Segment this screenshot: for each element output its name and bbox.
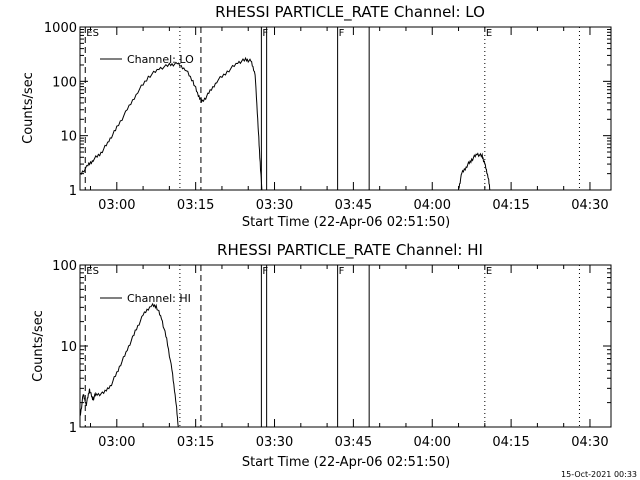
- event-marker-label: E: [486, 28, 492, 39]
- x-axis-label: Start Time (22-Apr-06 02:51:50): [242, 455, 450, 470]
- x-tick-label: 03:15: [177, 435, 214, 450]
- event-markers: ES F F E: [84, 27, 580, 190]
- legend-label: Channel: LO: [127, 53, 194, 66]
- x-tick-label: 04:00: [414, 435, 451, 450]
- event-marker-label: F: [339, 28, 345, 39]
- x-tick-label: 04:15: [492, 435, 529, 450]
- x-tick-label: 04:15: [492, 198, 529, 213]
- x-tick-label: 04:30: [571, 435, 608, 450]
- y-tick-label: 100: [52, 259, 77, 274]
- plot-frame: [79, 264, 612, 428]
- plot-frame: [79, 26, 612, 191]
- y-tick-label: 1: [69, 421, 77, 436]
- event-markers: ES F F E: [84, 265, 580, 427]
- x-tick-label: 04:30: [571, 198, 608, 213]
- y-tick-label: 10: [60, 340, 77, 355]
- x-tick-label: 03:45: [335, 435, 372, 450]
- series-curves: [79, 302, 179, 428]
- x-tick-label: 03:45: [335, 198, 372, 213]
- event-marker-label: F: [262, 266, 268, 277]
- legend: Channel: LO: [100, 53, 194, 66]
- axis-ticks: 03:00 03:15 03:30 03:45 04:00 04:15 04:30 1 10 10…: [52, 259, 611, 450]
- legend-label: Channel: HI: [127, 292, 191, 305]
- y-tick-label: 1: [69, 184, 77, 199]
- x-tick-label: 03:30: [256, 198, 293, 213]
- event-marker-label: E: [486, 266, 492, 277]
- footer-timestamp: 15-Oct-2021 00:33: [561, 470, 637, 479]
- x-tick-label: 03:30: [256, 435, 293, 450]
- y-axis-label: Counts/sec: [21, 72, 36, 144]
- series-line: [79, 302, 179, 428]
- y-tick-label: 1000: [44, 21, 77, 36]
- x-tick-label: 04:00: [414, 198, 451, 213]
- x-axis-label: Start Time (22-Apr-06 02:51:50): [242, 215, 450, 230]
- event-marker-label: ES: [86, 266, 99, 277]
- legend: Channel: HI: [100, 292, 191, 305]
- panel-lo: RHESSI PARTICLE_RATE Channel: LO ES F F E 0…: [21, 3, 612, 230]
- event-marker-label: F: [262, 28, 268, 39]
- series-line: [458, 152, 491, 191]
- y-axis-label: Counts/sec: [31, 310, 46, 382]
- chart-title: RHESSI PARTICLE_RATE Channel: HI: [217, 241, 483, 260]
- y-tick-label: 10: [60, 130, 77, 145]
- panel-hi: RHESSI PARTICLE_RATE Channel: HI ES F F E 0…: [31, 241, 612, 470]
- series-curves: [79, 56, 491, 191]
- chart-title: RHESSI PARTICLE_RATE Channel: LO: [215, 3, 485, 22]
- event-marker-label: F: [339, 266, 345, 277]
- axis-ticks: 03:00 03:15 03:30 03:45 04:00 04:15 04:30 1 10 10…: [44, 21, 611, 213]
- x-tick-label: 03:00: [98, 198, 135, 213]
- x-tick-label: 03:15: [177, 198, 214, 213]
- event-marker-label: ES: [86, 28, 99, 39]
- series-line: [79, 56, 263, 191]
- x-tick-label: 03:00: [98, 435, 135, 450]
- y-tick-label: 100: [52, 75, 77, 90]
